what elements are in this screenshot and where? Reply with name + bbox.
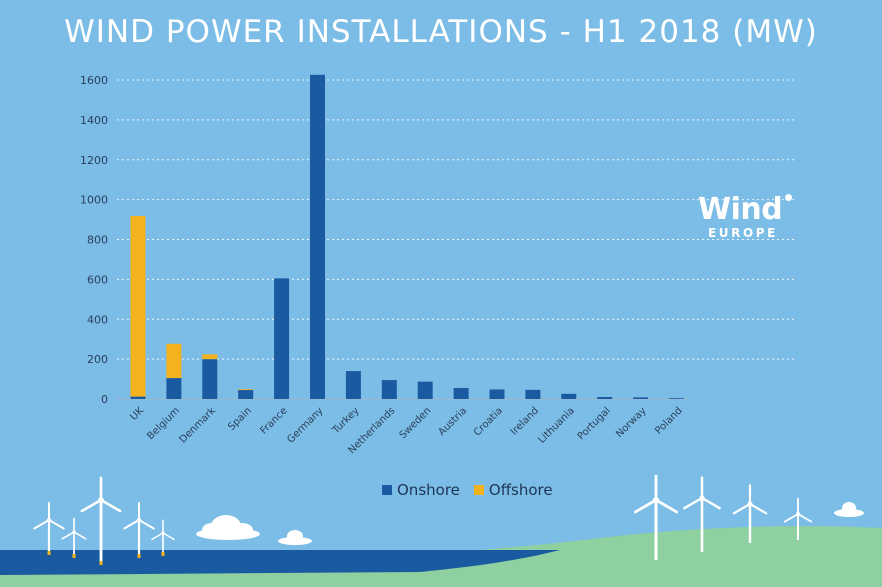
bar-onshore-portugal: [597, 397, 613, 399]
bar-onshore-germany: [310, 74, 325, 399]
bar-onshore-belgium: [166, 378, 182, 399]
wind-turbines: [33, 474, 813, 565]
legend-swatch: [382, 485, 392, 495]
bars: [130, 74, 684, 400]
bar-onshore-poland: [669, 398, 684, 400]
bar-onshore-norway: [633, 397, 649, 399]
bar-onshore-spain: [238, 390, 254, 399]
turbine-base: [47, 551, 51, 555]
wind-turbine-icon: [683, 476, 721, 552]
legend-item-onshore: Onshore: [382, 481, 460, 499]
bar-offshore-belgium: [166, 343, 182, 379]
y-axis-ticks: 0 200 400 600 800 1000 1200 1400 1600: [80, 74, 108, 406]
y-tick-label: 1600: [80, 74, 108, 87]
cloud-icon: [834, 502, 864, 517]
turbine-base: [72, 554, 76, 558]
turbine-base: [99, 561, 103, 565]
wind-turbine-icon: [33, 502, 65, 555]
windeurope-logo: Wind EUROPE: [698, 194, 818, 240]
cloud-icon: [196, 515, 260, 540]
bar-onshore-uk: [130, 396, 146, 399]
y-tick-label: 200: [87, 353, 108, 366]
chart-legend: Onshore Offshore: [382, 481, 567, 499]
bar-onshore-netherlands: [381, 380, 397, 399]
wind-turbine-icon: [123, 502, 155, 558]
bar-onshore-ireland: [525, 389, 541, 399]
wind-turbine-icon: [732, 484, 768, 543]
wind-turbine-icon: [80, 476, 122, 565]
y-tick-label: 1200: [80, 154, 108, 167]
cloud-icon: [278, 530, 312, 545]
wind-turbine-icon: [783, 497, 813, 540]
turbine-base: [161, 552, 165, 556]
y-tick-label: 1000: [80, 194, 108, 207]
bar-onshore-turkey: [345, 371, 361, 399]
y-tick-label: 600: [87, 273, 108, 286]
y-tick-label: 400: [87, 313, 108, 326]
bar-onshore-sweden: [417, 381, 433, 399]
legend-item-offshore: Offshore: [473, 481, 553, 499]
bar-onshore-france: [274, 278, 290, 399]
wind-turbine-icon: [61, 517, 87, 558]
bar-onshore-lithuania: [561, 393, 577, 399]
bar-offshore-spain: [238, 389, 254, 391]
y-tick-label: 1400: [80, 114, 108, 127]
bar-onshore-austria: [453, 388, 469, 399]
wind-turbine-icon: [633, 474, 679, 560]
y-tick-label: 0: [101, 393, 108, 406]
bar-onshore-denmark: [202, 359, 218, 399]
bar-offshore-denmark: [202, 354, 218, 360]
legend-label: Onshore: [397, 481, 460, 499]
bar-onshore-croatia: [489, 389, 505, 399]
chart-title: WIND POWER INSTALLATIONS - H1 2018 (MW): [64, 14, 818, 50]
legend-label: Offshore: [488, 481, 553, 499]
legend-swatch: [473, 485, 484, 495]
y-tick-label: 800: [87, 234, 108, 247]
bar-offshore-uk: [130, 215, 146, 397]
turbine-base: [137, 554, 141, 558]
